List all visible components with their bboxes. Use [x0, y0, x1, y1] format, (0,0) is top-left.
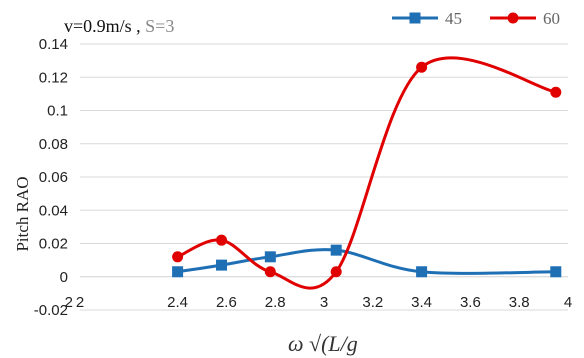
- data-point: [216, 234, 228, 246]
- data-point: [216, 259, 228, 271]
- legend-marker: [507, 12, 519, 24]
- data-point: [330, 266, 342, 278]
- data-point: [416, 266, 428, 278]
- data-point: [172, 266, 184, 278]
- x-tick-label: 4: [564, 294, 572, 311]
- gridlines: [80, 43, 568, 311]
- x-tick-labels: 2 2.4 2.6 2.8 3 3.2 3.4 3.6 3.8 4 2: [65, 294, 573, 311]
- x-tick-label: 3.6: [460, 294, 481, 311]
- x-tick-label: 2: [76, 294, 84, 311]
- legend: 45 60: [392, 9, 560, 28]
- legend-marker: [409, 12, 421, 24]
- y-axis-label: Pitch RAO: [13, 176, 32, 251]
- chart-title: v=0.9m/s , S=3: [64, 16, 174, 36]
- x-tick-label: 2.8: [265, 294, 286, 311]
- x-tick-label: 3.2: [362, 294, 383, 311]
- x-axis-label: ω √(L/g: [288, 331, 358, 356]
- data-point: [416, 61, 428, 73]
- y-tick-label: 0.06: [39, 169, 68, 186]
- x-tick-label: 2.4: [167, 294, 188, 311]
- data-point: [330, 244, 342, 256]
- y-tick-label: 0.12: [39, 69, 68, 86]
- y-tick-label: -0.02: [34, 302, 68, 319]
- chart-title-spacing: S=3: [145, 16, 174, 36]
- chart-title-speed: v=0.9m/s ,: [64, 16, 145, 36]
- y-tick-label: 0.04: [39, 202, 68, 219]
- legend-item-60: 60: [490, 9, 560, 28]
- legend-label: 45: [445, 9, 462, 28]
- x-tick-label: 2.6: [216, 294, 237, 311]
- series-line: [176, 56, 557, 290]
- data-point: [172, 251, 184, 263]
- data-point: [264, 251, 276, 263]
- legend-item-45: 45: [392, 9, 462, 28]
- data-point: [550, 266, 562, 278]
- y-tick-label: 0: [60, 269, 68, 286]
- x-tick-label: 3.8: [509, 294, 530, 311]
- x-tick-label: 2: [65, 294, 73, 311]
- series-45: [172, 244, 562, 278]
- series-layer: [172, 56, 562, 290]
- y-tick-label: 0.14: [39, 36, 68, 53]
- series-60: [172, 56, 562, 290]
- data-point: [264, 266, 276, 278]
- series-line: [177, 248, 556, 275]
- y-tick-label: 0.1: [47, 103, 68, 120]
- legend-label: 60: [543, 9, 560, 28]
- y-tick-label: 0.08: [39, 136, 68, 153]
- data-point: [550, 86, 562, 98]
- x-tick-label: 3: [320, 294, 328, 311]
- y-tick-label: 0.02: [39, 236, 68, 253]
- y-tick-labels: -0.02 0 0.02 0.04 0.06 0.08 0.1 0.12 0.14: [34, 36, 68, 319]
- x-tick-label: 3.4: [411, 294, 432, 311]
